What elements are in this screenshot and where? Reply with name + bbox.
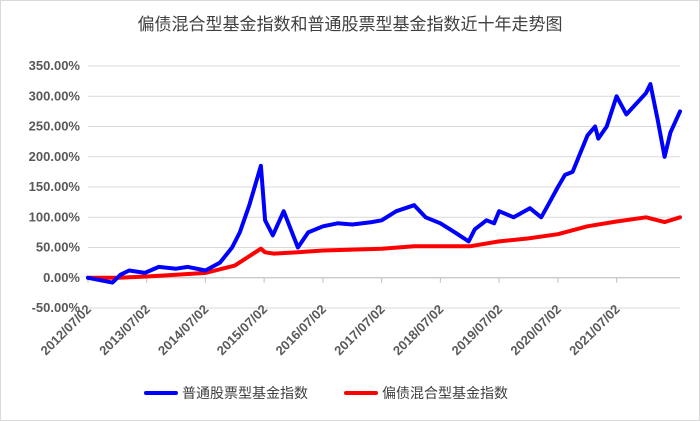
x-tick-label: 2017/07/02 xyxy=(331,302,388,359)
legend-label: 普通股票型基金指数 xyxy=(182,385,308,402)
x-tick-label: 2021/07/02 xyxy=(566,302,623,359)
x-axis: 2012/07/02 2013/07/02 2014/07/02 2015/07/02… xyxy=(37,277,680,359)
series-lines xyxy=(86,82,682,285)
chart-title: 偏债混合型基金指数和普通股票型基金指数近十年走势图 xyxy=(137,15,563,35)
y-tick-label: 250.00% xyxy=(29,119,81,134)
y-tick-label: 200.00% xyxy=(29,149,81,164)
x-tick-label: 2020/07/02 xyxy=(507,302,564,359)
x-tick-label: 2016/07/02 xyxy=(272,302,329,359)
y-tick-label: 100.00% xyxy=(29,209,81,224)
x-tick-label: 2014/07/02 xyxy=(155,302,212,359)
x-tick-label: 2015/07/02 xyxy=(214,302,271,359)
y-axis-tick-labels: -50.00% 0.00% 50.00% 100.00% 150.00% 200.00% 2… xyxy=(29,58,81,315)
series-line-1 xyxy=(86,215,682,280)
legend-label: 偏债混合型基金指数 xyxy=(382,385,508,402)
y-tick-label: 50.00% xyxy=(36,240,81,255)
x-tick-label: 2018/07/02 xyxy=(390,302,447,359)
y-tick-label: 300.00% xyxy=(29,88,81,103)
y-tick-label: 350.00% xyxy=(29,58,81,73)
x-tick-label: 2019/07/02 xyxy=(449,302,506,359)
y-tick-label: 150.00% xyxy=(29,179,81,194)
y-tick-label: -50.00% xyxy=(32,300,81,315)
grid-lines xyxy=(88,65,680,309)
series-line-0 xyxy=(86,82,682,285)
x-tick-label: 2013/07/02 xyxy=(96,302,153,359)
y-tick-label: 0.00% xyxy=(43,270,80,285)
legend: 普通股票型基金指数 偏债混合型基金指数 xyxy=(144,385,508,402)
